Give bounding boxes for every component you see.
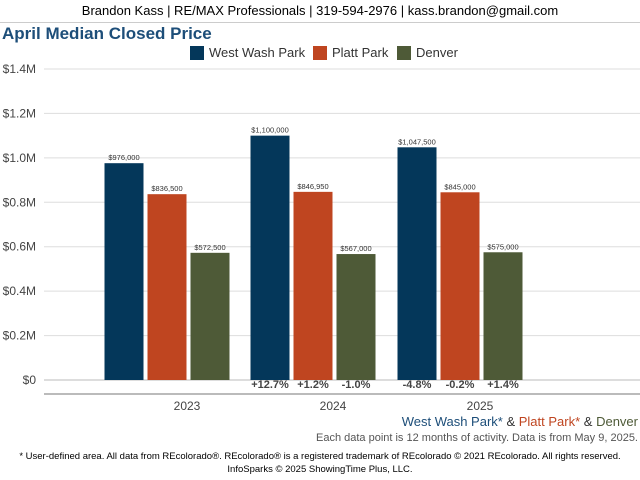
header-contact-text: Brandon Kass | RE/MAX Professionals | 31…	[81, 3, 559, 18]
bar-value-label: $836,500	[151, 184, 182, 193]
y-tick-label: $0.6M	[3, 240, 36, 254]
bar	[250, 135, 290, 380]
y-tick-label: $0.2M	[3, 329, 36, 343]
y-tick-label: $1.2M	[3, 106, 36, 120]
bar	[190, 252, 230, 380]
x-tick-label: 2025	[467, 399, 494, 413]
bar-value-label: $1,047,500	[398, 137, 436, 146]
legend-label: Denver	[416, 45, 458, 60]
legend-label: Platt Park	[332, 45, 389, 60]
change-label: -4.8%	[403, 379, 432, 391]
footer-series-platt-park: Platt Park*	[518, 414, 581, 429]
x-tick-label: 2024	[320, 399, 347, 413]
footer-series-west-wash-park: West Wash Park*	[401, 414, 503, 429]
footer-separator: &	[502, 414, 519, 429]
bar	[104, 163, 144, 380]
x-tick-label: 2023	[174, 399, 201, 413]
change-label: +1.2%	[297, 379, 329, 391]
footer-disclaimer: * User-defined area. All data from REcol…	[19, 451, 621, 462]
change-label: -1.0%	[342, 379, 371, 391]
legend-swatch	[190, 45, 204, 60]
bar-value-label: $976,000	[108, 153, 139, 162]
y-tick-label: $1.4M	[3, 62, 36, 76]
bar-value-label: $572,500	[194, 243, 225, 252]
legend-label: West Wash Park	[209, 45, 306, 60]
footer-series-denver: Denver	[596, 414, 638, 429]
legend-swatch	[313, 45, 327, 60]
legend-swatch	[397, 45, 411, 60]
legend-item-west-wash-park[interactable]: West Wash Park	[190, 45, 305, 60]
y-tick-label: $0.4M	[3, 284, 36, 298]
bar	[397, 147, 437, 380]
y-tick-label: $1.0M	[3, 151, 36, 165]
change-label: +1.4%	[487, 379, 519, 391]
legend-item-platt-park[interactable]: Platt Park	[313, 45, 388, 60]
bar	[293, 191, 333, 380]
bar	[483, 252, 523, 380]
legend-item-denver[interactable]: Denver	[397, 45, 458, 60]
bar	[147, 194, 187, 380]
bar	[336, 254, 376, 380]
y-tick-label: $0	[23, 373, 37, 387]
change-label: +12.7%	[251, 379, 289, 391]
footer-series-line: West Wash Park* & Platt Park* & Denver	[402, 414, 638, 429]
bar-value-label: $1,100,000	[251, 126, 289, 135]
bar	[440, 192, 480, 380]
chart-title: April Median Closed Price	[2, 24, 212, 43]
change-label: -0.2%	[446, 379, 475, 391]
y-tick-label: $0.8M	[3, 195, 36, 209]
footer-separator: &	[580, 414, 597, 429]
bar-value-label: $567,000	[340, 244, 371, 253]
footer-note: Each data point is 12 months of activity…	[315, 432, 638, 444]
footer-copyright: InfoSparks © 2025 ShowingTime Plus, LLC.	[227, 464, 413, 475]
bar-value-label: $575,000	[487, 242, 518, 251]
bar-value-label: $846,950	[297, 182, 328, 191]
header-bar: Brandon Kass | RE/MAX Professionals | 31…	[0, 0, 640, 23]
bar-value-label: $845,000	[444, 182, 475, 191]
